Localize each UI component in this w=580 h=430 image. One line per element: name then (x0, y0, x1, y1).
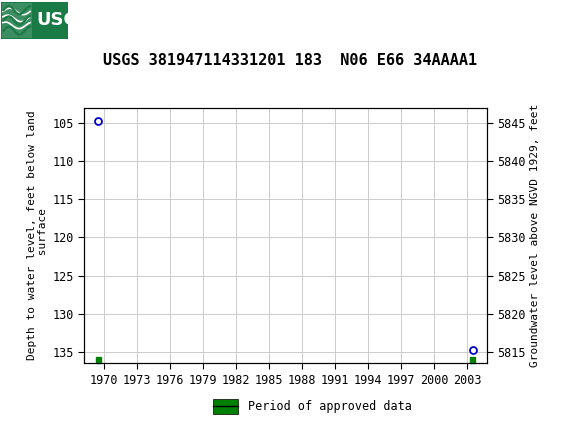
Bar (2, 3, 32, 37)
Bar (470, 357, 475, 363)
Text: Period of approved data: Period of approved data (248, 400, 412, 413)
Y-axis label: Groundwater level above NGVD 1929, feet: Groundwater level above NGVD 1929, feet (530, 104, 541, 367)
Text: USGS: USGS (36, 12, 91, 29)
Bar (2, 3, 32, 37)
Bar (96, 357, 101, 363)
Y-axis label: Depth to water level, feet below land
 surface: Depth to water level, feet below land su… (27, 111, 48, 360)
Bar (213, 399, 238, 414)
Bar (1, 2, 68, 39)
Text: USGS 381947114331201 183  N06 E66 34AAAA1: USGS 381947114331201 183 N06 E66 34AAAA1 (103, 53, 477, 68)
